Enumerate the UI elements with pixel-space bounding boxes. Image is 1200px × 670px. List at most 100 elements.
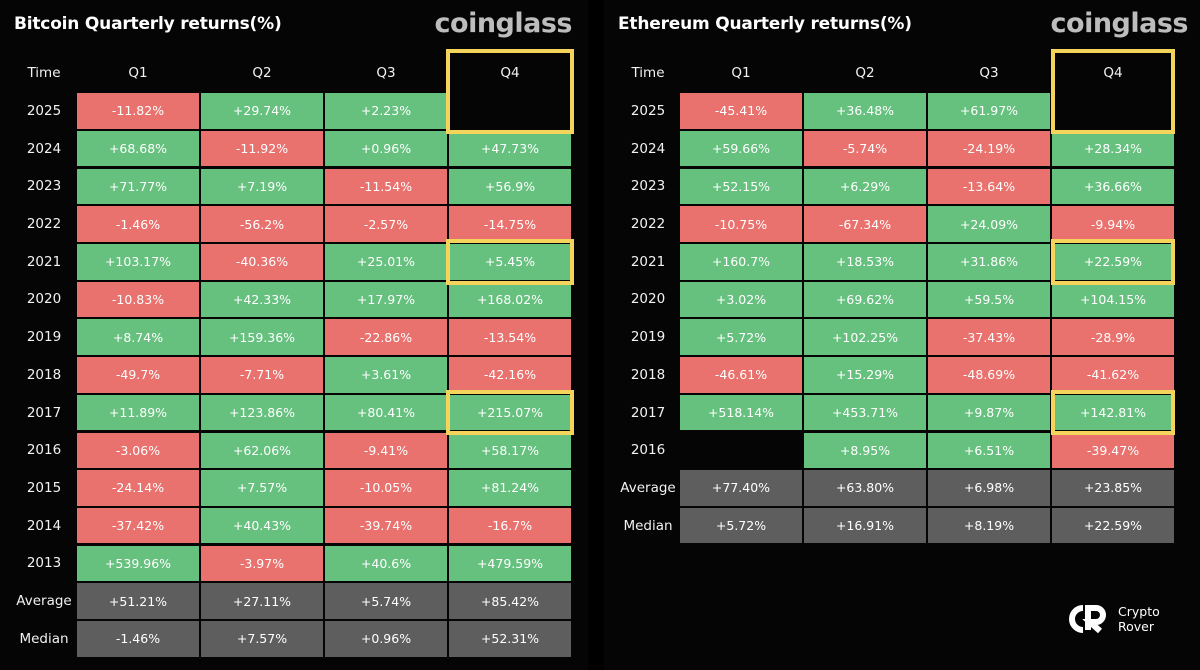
btc-return-cell: -11.82% [77, 93, 199, 129]
eth-return-cell: +59.5% [928, 281, 1050, 318]
btc-return-cell: +215.07% [449, 394, 571, 431]
eth-return-cell: +518.14% [680, 394, 802, 431]
btc-return-cell: +5.45% [449, 244, 571, 280]
eth-column-header-q1: Q1 [731, 65, 751, 82]
btc-column-header-q1: Q1 [128, 65, 148, 82]
crypto-rover-line-1: Crypto [1118, 604, 1160, 619]
btc-return-cell: -7.71% [201, 357, 323, 393]
bitcoin-table-title: Bitcoin Quarterly returns(%) [14, 14, 282, 34]
eth-return-cell: +24.09% [928, 206, 1050, 242]
eth-return-cell: -13.64% [928, 168, 1050, 205]
btc-return-cell: +71.77% [77, 168, 199, 205]
eth-return-cell: -46.61% [680, 357, 802, 393]
eth-return-cell: -5.74% [804, 130, 926, 167]
eth-return-cell: -37.43% [928, 319, 1050, 355]
eth-return-cell: +104.15% [1052, 281, 1174, 318]
btc-return-cell: +5.74% [325, 583, 447, 619]
eth-return-cell: +59.66% [680, 130, 802, 167]
btc-return-cell: +3.61% [325, 357, 447, 393]
btc-return-cell: -16.7% [449, 507, 571, 544]
eth-return-cell: -67.34% [804, 206, 926, 242]
eth-return-cell: +142.81% [1052, 394, 1174, 431]
ethereum-table-title: Ethereum Quarterly returns(%) [618, 14, 912, 34]
btc-return-cell: -1.46% [77, 206, 199, 242]
btc-return-cell: +52.31% [449, 621, 571, 657]
eth-return-cell: +160.7% [680, 244, 802, 280]
btc-row-label: 2021 [26, 253, 62, 270]
eth-return-cell: +63.80% [804, 470, 926, 506]
eth-row-label: 2018 [630, 366, 666, 383]
eth-row-label: 2021 [630, 253, 666, 270]
btc-return-cell: -40.36% [201, 244, 323, 280]
eth-return-cell: +28.34% [1052, 130, 1174, 167]
btc-row-label: 2023 [26, 178, 62, 195]
eth-column-header-q2: Q2 [855, 65, 875, 82]
btc-row-label: Median [19, 630, 69, 647]
btc-return-cell: +40.43% [201, 507, 323, 544]
btc-return-cell: -10.83% [77, 281, 199, 318]
btc-return-cell: -9.41% [325, 432, 447, 469]
btc-return-cell: +25.01% [325, 244, 447, 280]
crypto-rover-line-2: Rover [1118, 619, 1154, 634]
btc-return-cell: -56.2% [201, 206, 323, 242]
eth-return-cell: +8.19% [928, 507, 1050, 544]
eth-return-cell: +16.91% [804, 507, 926, 544]
eth-return-cell: +6.29% [804, 168, 926, 205]
btc-return-cell: -22.86% [325, 319, 447, 355]
btc-row-label: 2014 [26, 517, 62, 534]
eth-return-cell: -9.94% [1052, 206, 1174, 242]
eth-row-label: 2024 [630, 140, 666, 157]
btc-return-cell: +8.74% [77, 319, 199, 355]
btc-return-cell: -14.75% [449, 206, 571, 242]
eth-return-cell: +6.51% [928, 432, 1050, 469]
btc-column-header-q3: Q3 [376, 65, 396, 82]
btc-return-cell: +168.02% [449, 281, 571, 318]
btc-return-cell: -24.14% [77, 470, 199, 506]
btc-row-label: 2025 [26, 102, 62, 119]
coinglass-logo: coinglass [1050, 8, 1189, 39]
eth-return-cell: -39.47% [1052, 432, 1174, 469]
btc-return-cell: +29.74% [201, 93, 323, 129]
eth-return-cell: +3.02% [680, 281, 802, 318]
eth-return-cell: +15.29% [804, 357, 926, 393]
eth-row-label: 2022 [630, 216, 666, 233]
btc-time-header: Time [27, 65, 61, 82]
eth-return-cell: +9.87% [928, 394, 1050, 431]
btc-return-cell: -3.97% [201, 545, 323, 582]
eth-return-cell: +52.15% [680, 168, 802, 205]
btc-return-cell: +58.17% [449, 432, 571, 469]
eth-return-cell: -28.9% [1052, 319, 1174, 355]
btc-return-cell: +51.21% [77, 583, 199, 619]
eth-return-cell: +77.40% [680, 470, 802, 506]
btc-return-cell: +81.24% [449, 470, 571, 506]
eth-return-cell: -48.69% [928, 357, 1050, 393]
eth-column-header-q3: Q3 [979, 65, 999, 82]
eth-return-cell: +22.59% [1052, 507, 1174, 544]
eth-return-cell: +5.72% [680, 507, 802, 544]
btc-row-label: 2018 [26, 366, 62, 383]
btc-return-cell: +17.97% [325, 281, 447, 318]
btc-return-cell: +7.57% [201, 470, 323, 506]
btc-return-cell: +7.19% [201, 168, 323, 205]
coinglass-logo: coinglass [434, 8, 573, 39]
btc-return-cell: -11.54% [325, 168, 447, 205]
btc-return-cell: -10.05% [325, 470, 447, 506]
btc-return-cell: +159.36% [201, 319, 323, 355]
panel-divider [590, 10, 602, 670]
eth-return-cell: +6.98% [928, 470, 1050, 506]
eth-return-cell: -41.62% [1052, 357, 1174, 393]
btc-return-cell: +103.17% [77, 244, 199, 280]
eth-row-label: 2017 [630, 404, 666, 421]
btc-return-cell: -11.92% [201, 130, 323, 167]
btc-row-label: 2024 [26, 140, 62, 157]
btc-return-cell: -37.42% [77, 507, 199, 544]
btc-return-cell: +123.86% [201, 394, 323, 431]
btc-return-cell: -3.06% [77, 432, 199, 469]
crypto-rover-name: Crypto Rover [1118, 604, 1160, 634]
btc-row-label: 2022 [26, 216, 62, 233]
btc-row-label: 2016 [26, 442, 62, 459]
btc-return-cell: +479.59% [449, 545, 571, 582]
eth-row-label: Average [620, 479, 676, 496]
btc-return-cell: -2.57% [325, 206, 447, 242]
btc-return-cell: +42.33% [201, 281, 323, 318]
